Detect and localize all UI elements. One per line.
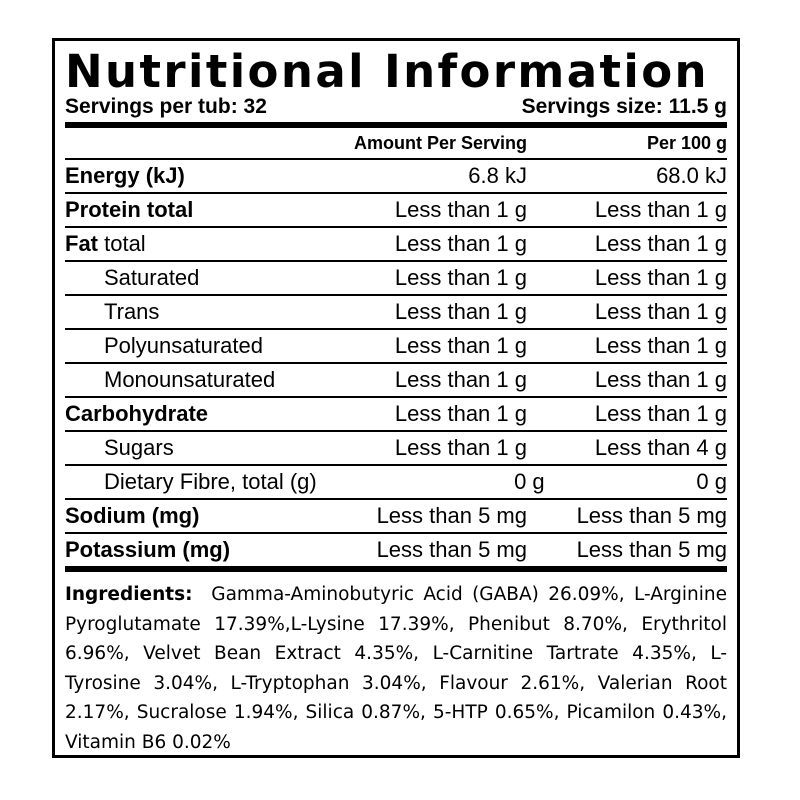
nutrient-per-serving: 6.8 kJ	[468, 163, 527, 188]
nutrient-row: Potassium (mg) Less than 5 mg Less than 5 …	[65, 534, 727, 566]
nutrient-per-serving: Less than 1 g	[394, 333, 527, 358]
nutrient-label: Polyunsaturated	[65, 333, 277, 359]
nutrient-label: Dietary Fibre, total (g)	[65, 469, 317, 495]
nutrient-table: Energy (kJ) 6.8 kJ 68.0 kJ Protein total Les…	[65, 160, 727, 566]
nutrient-per-100g: Less than 1 g	[594, 299, 727, 324]
nutrient-per-100g: Less than 4 g	[594, 435, 727, 460]
nutrient-label-normal: Saturated	[104, 265, 200, 290]
column-header-per-serving: Amount Per Serving	[353, 132, 527, 153]
nutrient-label: Saturated	[65, 265, 277, 291]
ingredients-label: Ingredients:	[65, 584, 193, 605]
nutrient-per-100g: Less than 1 g	[594, 231, 727, 256]
nutrient-label-bold: Carbohydrate	[65, 401, 209, 426]
servings-per-tub: Servings per tub: 32	[65, 95, 267, 118]
nutrient-label: Energy (kJ)	[65, 163, 277, 189]
nutrient-per-100g: Less than 1 g	[594, 197, 727, 222]
ingredients-list: Gamma-Aminobutyric Acid (GABA) 26.09%, L…	[65, 584, 728, 753]
nutrient-per-serving: Less than 5 mg	[376, 537, 527, 562]
nutrient-per-100g: Less than 5 mg	[576, 537, 727, 562]
panel-title: Nutritional Information	[65, 45, 709, 98]
nutrient-row: Energy (kJ) 6.8 kJ 68.0 kJ	[65, 160, 727, 194]
nutrient-per-100g: Less than 1 g	[594, 401, 727, 426]
nutrient-row: Sodium (mg) Less than 5 mg Less than 5 mg	[65, 500, 727, 534]
nutrient-label-normal: Dietary Fibre, total (g)	[104, 469, 317, 494]
nutrient-row: Saturated Less than 1 g Less than 1 g	[65, 262, 727, 296]
nutrient-per-100g: Less than 1 g	[594, 367, 727, 392]
nutrient-row: Protein total Less than 1 g Less than 1 g	[65, 194, 727, 228]
nutrient-per-100g: Less than 5 mg	[576, 503, 727, 528]
nutrient-row: Trans Less than 1 g Less than 1 g	[65, 296, 727, 330]
thick-divider-top	[65, 122, 727, 128]
nutrient-row: Dietary Fibre, total (g) 0 g 0 g	[65, 466, 727, 500]
nutrient-label-bold: Protein total	[65, 197, 194, 222]
nutrient-label-normal: Polyunsaturated	[104, 333, 263, 358]
nutrient-label-normal: Monounsaturated	[104, 367, 276, 392]
nutrient-label: Protein total	[65, 197, 277, 223]
nutrient-label: Monounsaturated	[65, 367, 277, 393]
nutrient-row: Monounsaturated Less than 1 g Less than 1 …	[65, 364, 727, 398]
nutrient-per-serving: Less than 1 g	[394, 265, 527, 290]
nutrient-label-normal: total	[98, 231, 146, 256]
nutrient-label: Potassium (mg)	[65, 537, 277, 563]
nutrition-panel-content: Nutritional Information Servings per tub…	[65, 41, 727, 757]
nutrient-per-100g: Less than 1 g	[594, 333, 727, 358]
nutrient-per-100g: Less than 1 g	[594, 265, 727, 290]
nutrient-label: Trans	[65, 299, 277, 325]
nutrient-per-serving: 0 g	[514, 469, 545, 494]
nutrient-row: Polyunsaturated Less than 1 g Less than 1 …	[65, 330, 727, 364]
nutrient-label: Carbohydrate	[65, 401, 277, 427]
nutrient-per-serving: Less than 1 g	[394, 299, 527, 324]
nutrient-per-serving: Less than 1 g	[394, 435, 527, 460]
nutrient-label: Sodium (mg)	[65, 503, 277, 529]
nutrient-per-100g: 68.0 kJ	[656, 163, 727, 188]
nutrient-row: Carbohydrate Less than 1 g Less than 1 g	[65, 398, 727, 432]
column-headers: Amount Per Serving Per 100 g	[65, 128, 727, 160]
nutrient-label: Fat total	[65, 231, 277, 257]
nutrient-per-serving: Less than 1 g	[394, 401, 527, 426]
nutrition-panel: Nutritional Information Servings per tub…	[52, 38, 740, 758]
nutrient-label-normal: Sugars	[104, 435, 174, 460]
nutrient-label-bold: Potassium (mg)	[65, 537, 231, 562]
nutrient-per-serving: Less than 5 mg	[376, 503, 527, 528]
nutrient-label-bold: Fat	[65, 231, 98, 256]
nutrient-per-100g: 0 g	[696, 469, 727, 494]
nutrient-row: Fat total Less than 1 g Less than 1 g	[65, 228, 727, 262]
nutrient-label-bold: Sodium (mg)	[65, 503, 200, 528]
serving-size: Servings size: 11.5 g	[521, 95, 727, 118]
nutrient-label: Sugars	[65, 435, 277, 461]
nutrient-per-serving: Less than 1 g	[394, 367, 527, 392]
nutrient-label-bold: Energy (kJ)	[65, 163, 185, 188]
thick-divider-bottom	[65, 566, 727, 572]
column-header-per-100g: Per 100 g	[646, 132, 727, 153]
nutrient-label-normal: Trans	[104, 299, 160, 324]
servings-line: Servings per tub: 32 Servings size: 11.5…	[65, 95, 727, 119]
nutrient-per-serving: Less than 1 g	[394, 197, 527, 222]
ingredients-text: Ingredients: Gamma-Aminobutyric Acid (GA…	[65, 580, 727, 757]
nutrient-row: Sugars Less than 1 g Less than 4 g	[65, 432, 727, 466]
nutrient-per-serving: Less than 1 g	[394, 231, 527, 256]
